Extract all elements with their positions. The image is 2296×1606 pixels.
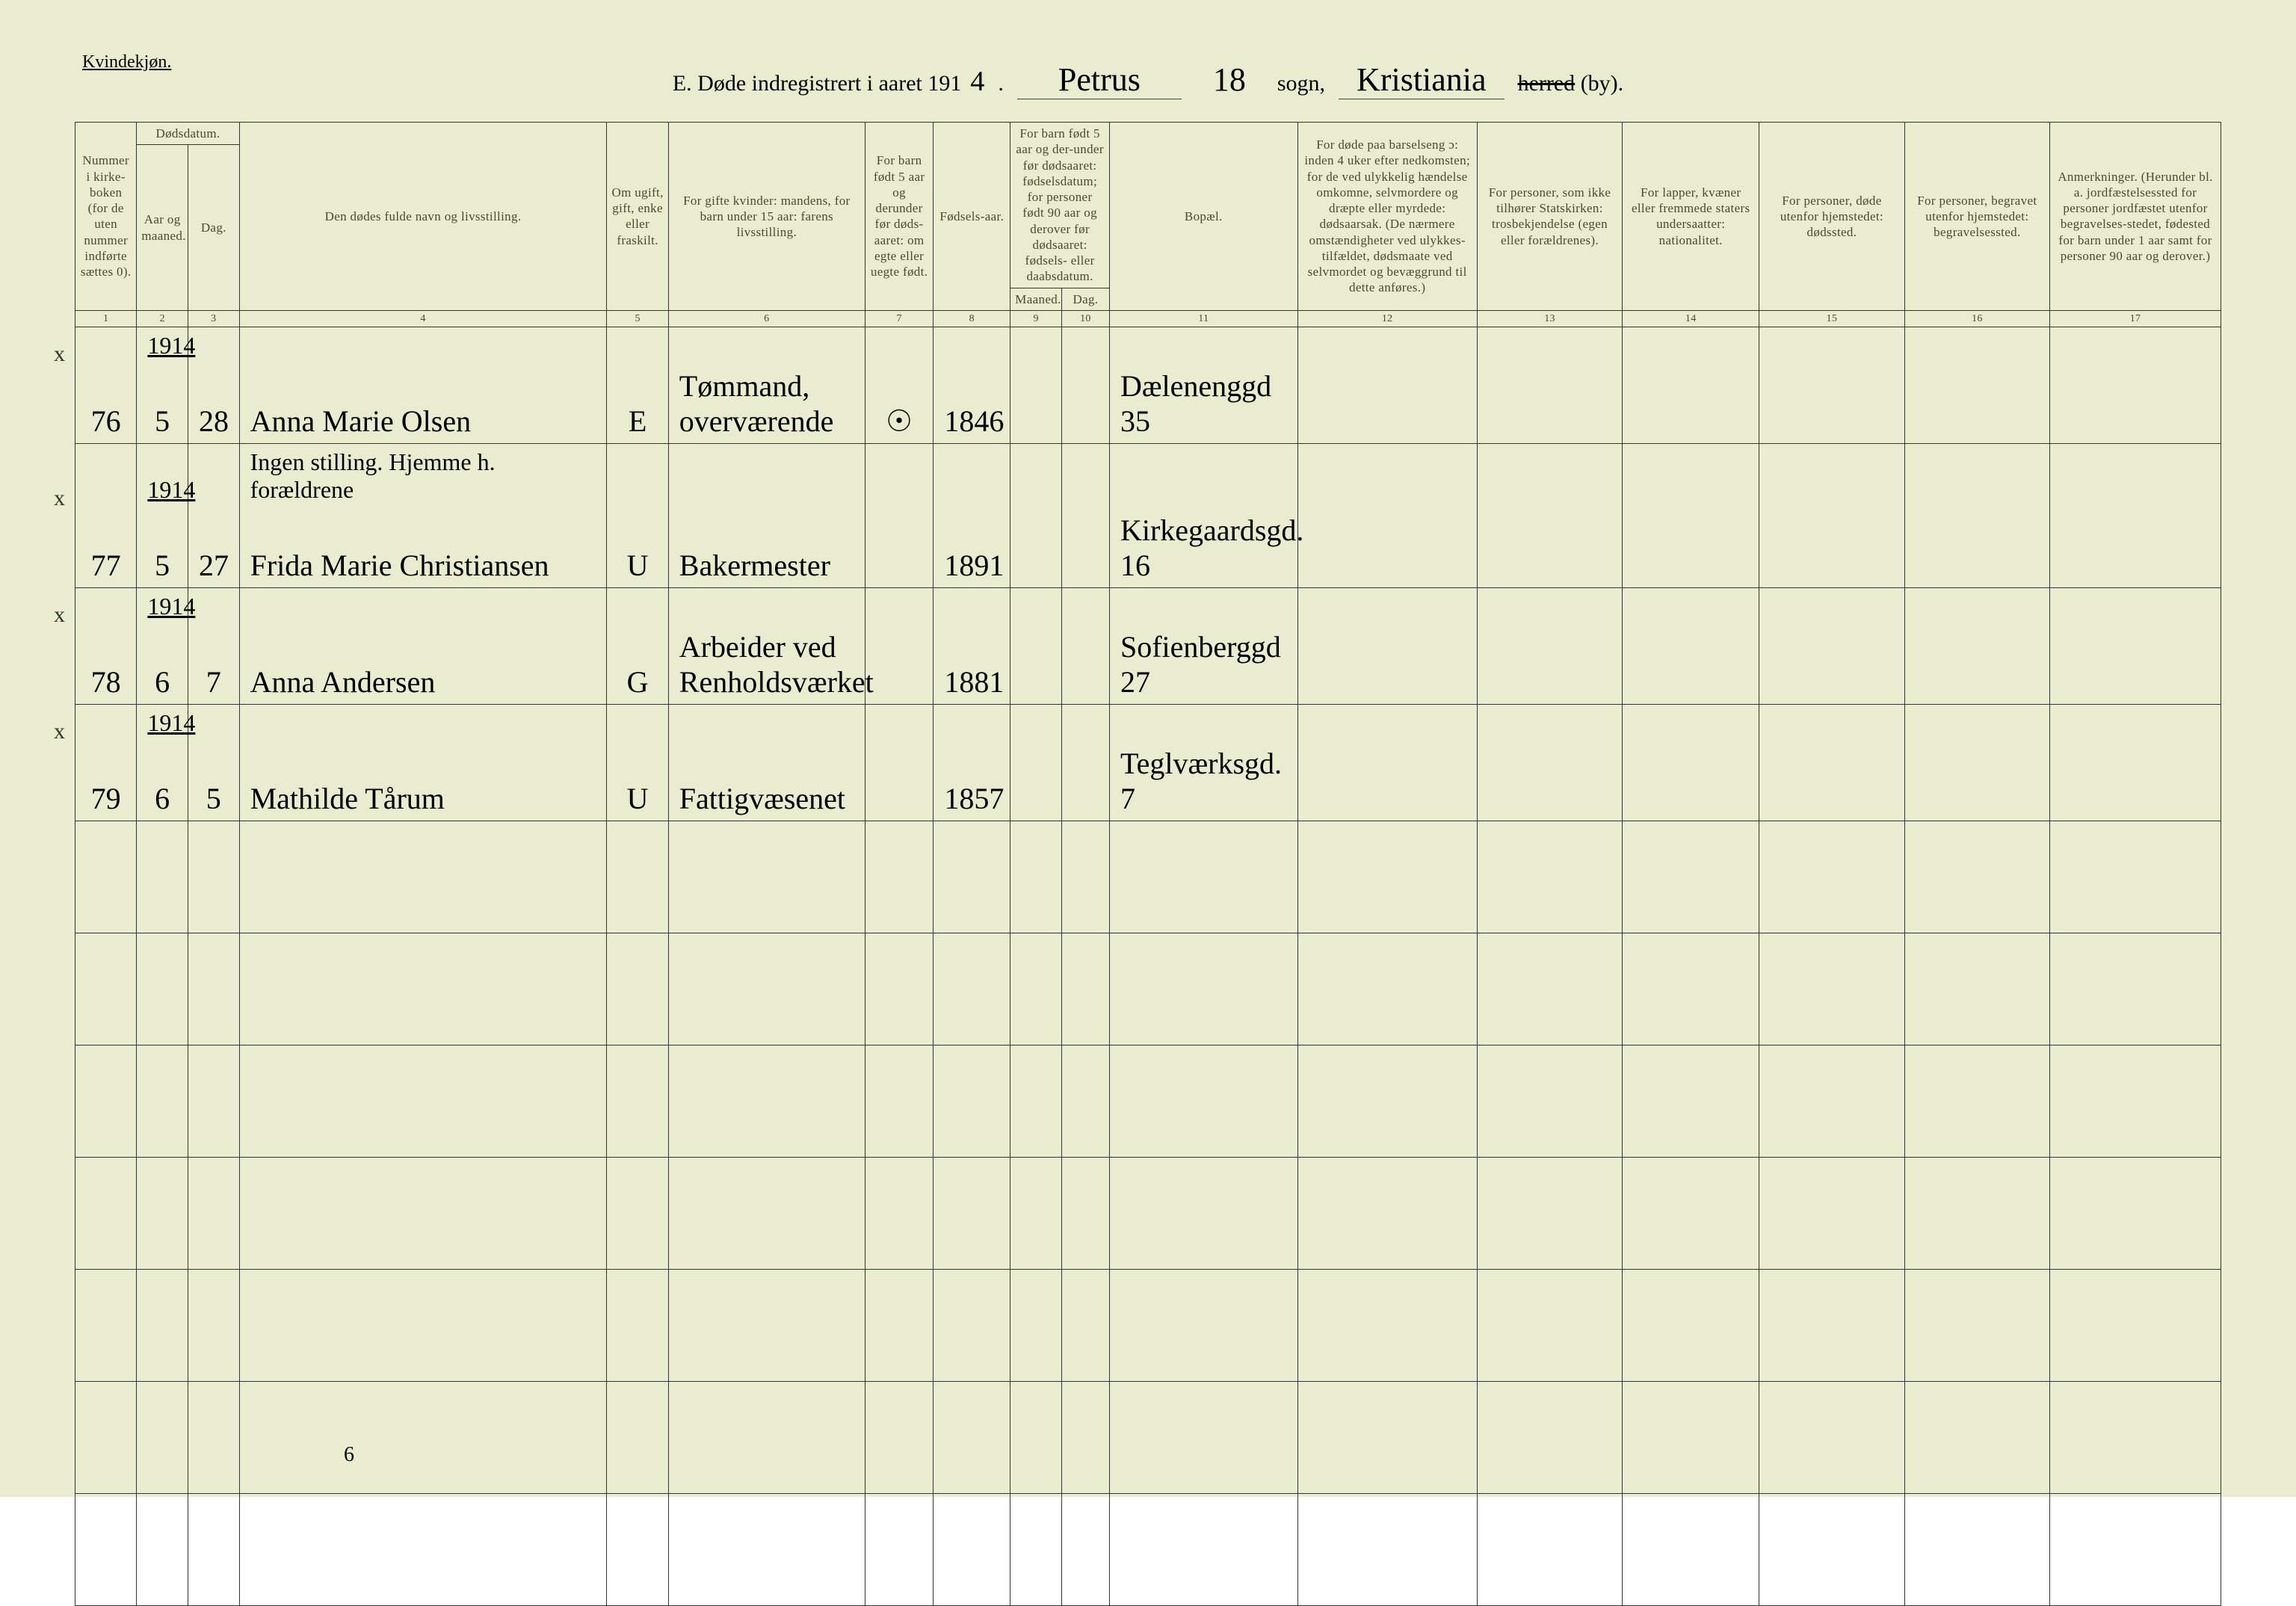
margin-x-mark: x: [54, 602, 65, 628]
margin-x-mark: x: [54, 342, 65, 367]
table-body: 191476528Anna Marie OlsenETømmand, overv…: [75, 327, 2221, 1606]
hdr-begravelsessted: For personer, begravet utenfor hjemstede…: [1904, 123, 2049, 311]
hdr-egte: For barn født 5 aar og derunder før døds…: [865, 123, 933, 311]
hdr-aar-maaned: Aar og maaned.: [137, 145, 188, 311]
title-prefix: E. Døde indregistrert i aaret 191: [673, 71, 962, 96]
margin-x-mark: x: [54, 719, 65, 744]
hdr-nummer: Nummer i kirke-boken (for de uten nummer…: [75, 123, 137, 311]
hdr-anmerk: Anmerkninger. (Herunder bl. a. jordfæste…: [2050, 123, 2221, 311]
hdr-dodsaarsak: For døde paa barselseng ɔ: inden 4 uker …: [1297, 123, 1477, 311]
column-numbers: 1 2 3 4 5 6 7 8 9 10 11 12 13 14 15 16 1…: [75, 310, 2221, 327]
hdr-sivilstand: Om ugift, gift, enke eller fraskilt.: [607, 123, 668, 311]
title-herred: herred (by).: [1518, 71, 1624, 96]
table-row: 7965Mathilde TårumUFattigvæsenet1857Tegl…: [75, 741, 2221, 821]
table-row: 76528Anna Marie OlsenETømmand, overværen…: [75, 364, 2221, 444]
hdr-bopael: Bopæl.: [1109, 123, 1297, 311]
ledger-page: Kvindekjøn. E. Døde indregistrert i aare…: [0, 0, 2296, 1497]
title-parish: Petrus: [1017, 61, 1182, 99]
hdr-dodssted: For personer, døde utenfor hjemstedet: d…: [1759, 123, 1904, 311]
hdr-dodsdatum: Dødsdatum.: [137, 123, 239, 145]
ledger-table: Nummer i kirke-boken (for de uten nummer…: [75, 122, 2221, 1606]
title-city: Kristiania: [1339, 61, 1505, 99]
footer-mark: 6: [344, 1443, 354, 1467]
hdr-navn: Den dødes fulde navn og livsstilling.: [239, 123, 607, 311]
hdr-maaned: Maaned.: [1010, 288, 1062, 310]
table-header: Nummer i kirke-boken (for de uten nummer…: [75, 123, 2221, 327]
title-sogn: sogn,: [1277, 71, 1325, 96]
hdr-fodselsaar: Fødsels-aar.: [933, 123, 1010, 311]
page-title: E. Døde indregistrert i aaret 191 4. Petr…: [75, 61, 2221, 99]
table-row: 77527Frida Marie ChristiansenUBakermeste…: [75, 508, 2221, 588]
hdr-nationalitet: For lapper, kvæner eller fremmede stater…: [1623, 123, 1759, 311]
title-page-no: 18: [1195, 61, 1264, 99]
title-period: .: [998, 71, 1004, 96]
hdr-dag: Dag.: [188, 145, 239, 311]
hdr-mandens: For gifte kvinder: mandens, for barn und…: [668, 123, 865, 311]
margin-x-mark: x: [54, 486, 65, 511]
table-row: 7867Anna AndersenGArbeider ved Renholdsv…: [75, 625, 2221, 705]
hdr-dag2: Dag.: [1061, 288, 1109, 310]
title-year: 4: [970, 65, 984, 98]
hdr-fodselsdatum: For barn født 5 aar og der-under før død…: [1010, 123, 1110, 288]
hdr-tros: For personer, som ikke tilhører Statskir…: [1477, 123, 1622, 311]
